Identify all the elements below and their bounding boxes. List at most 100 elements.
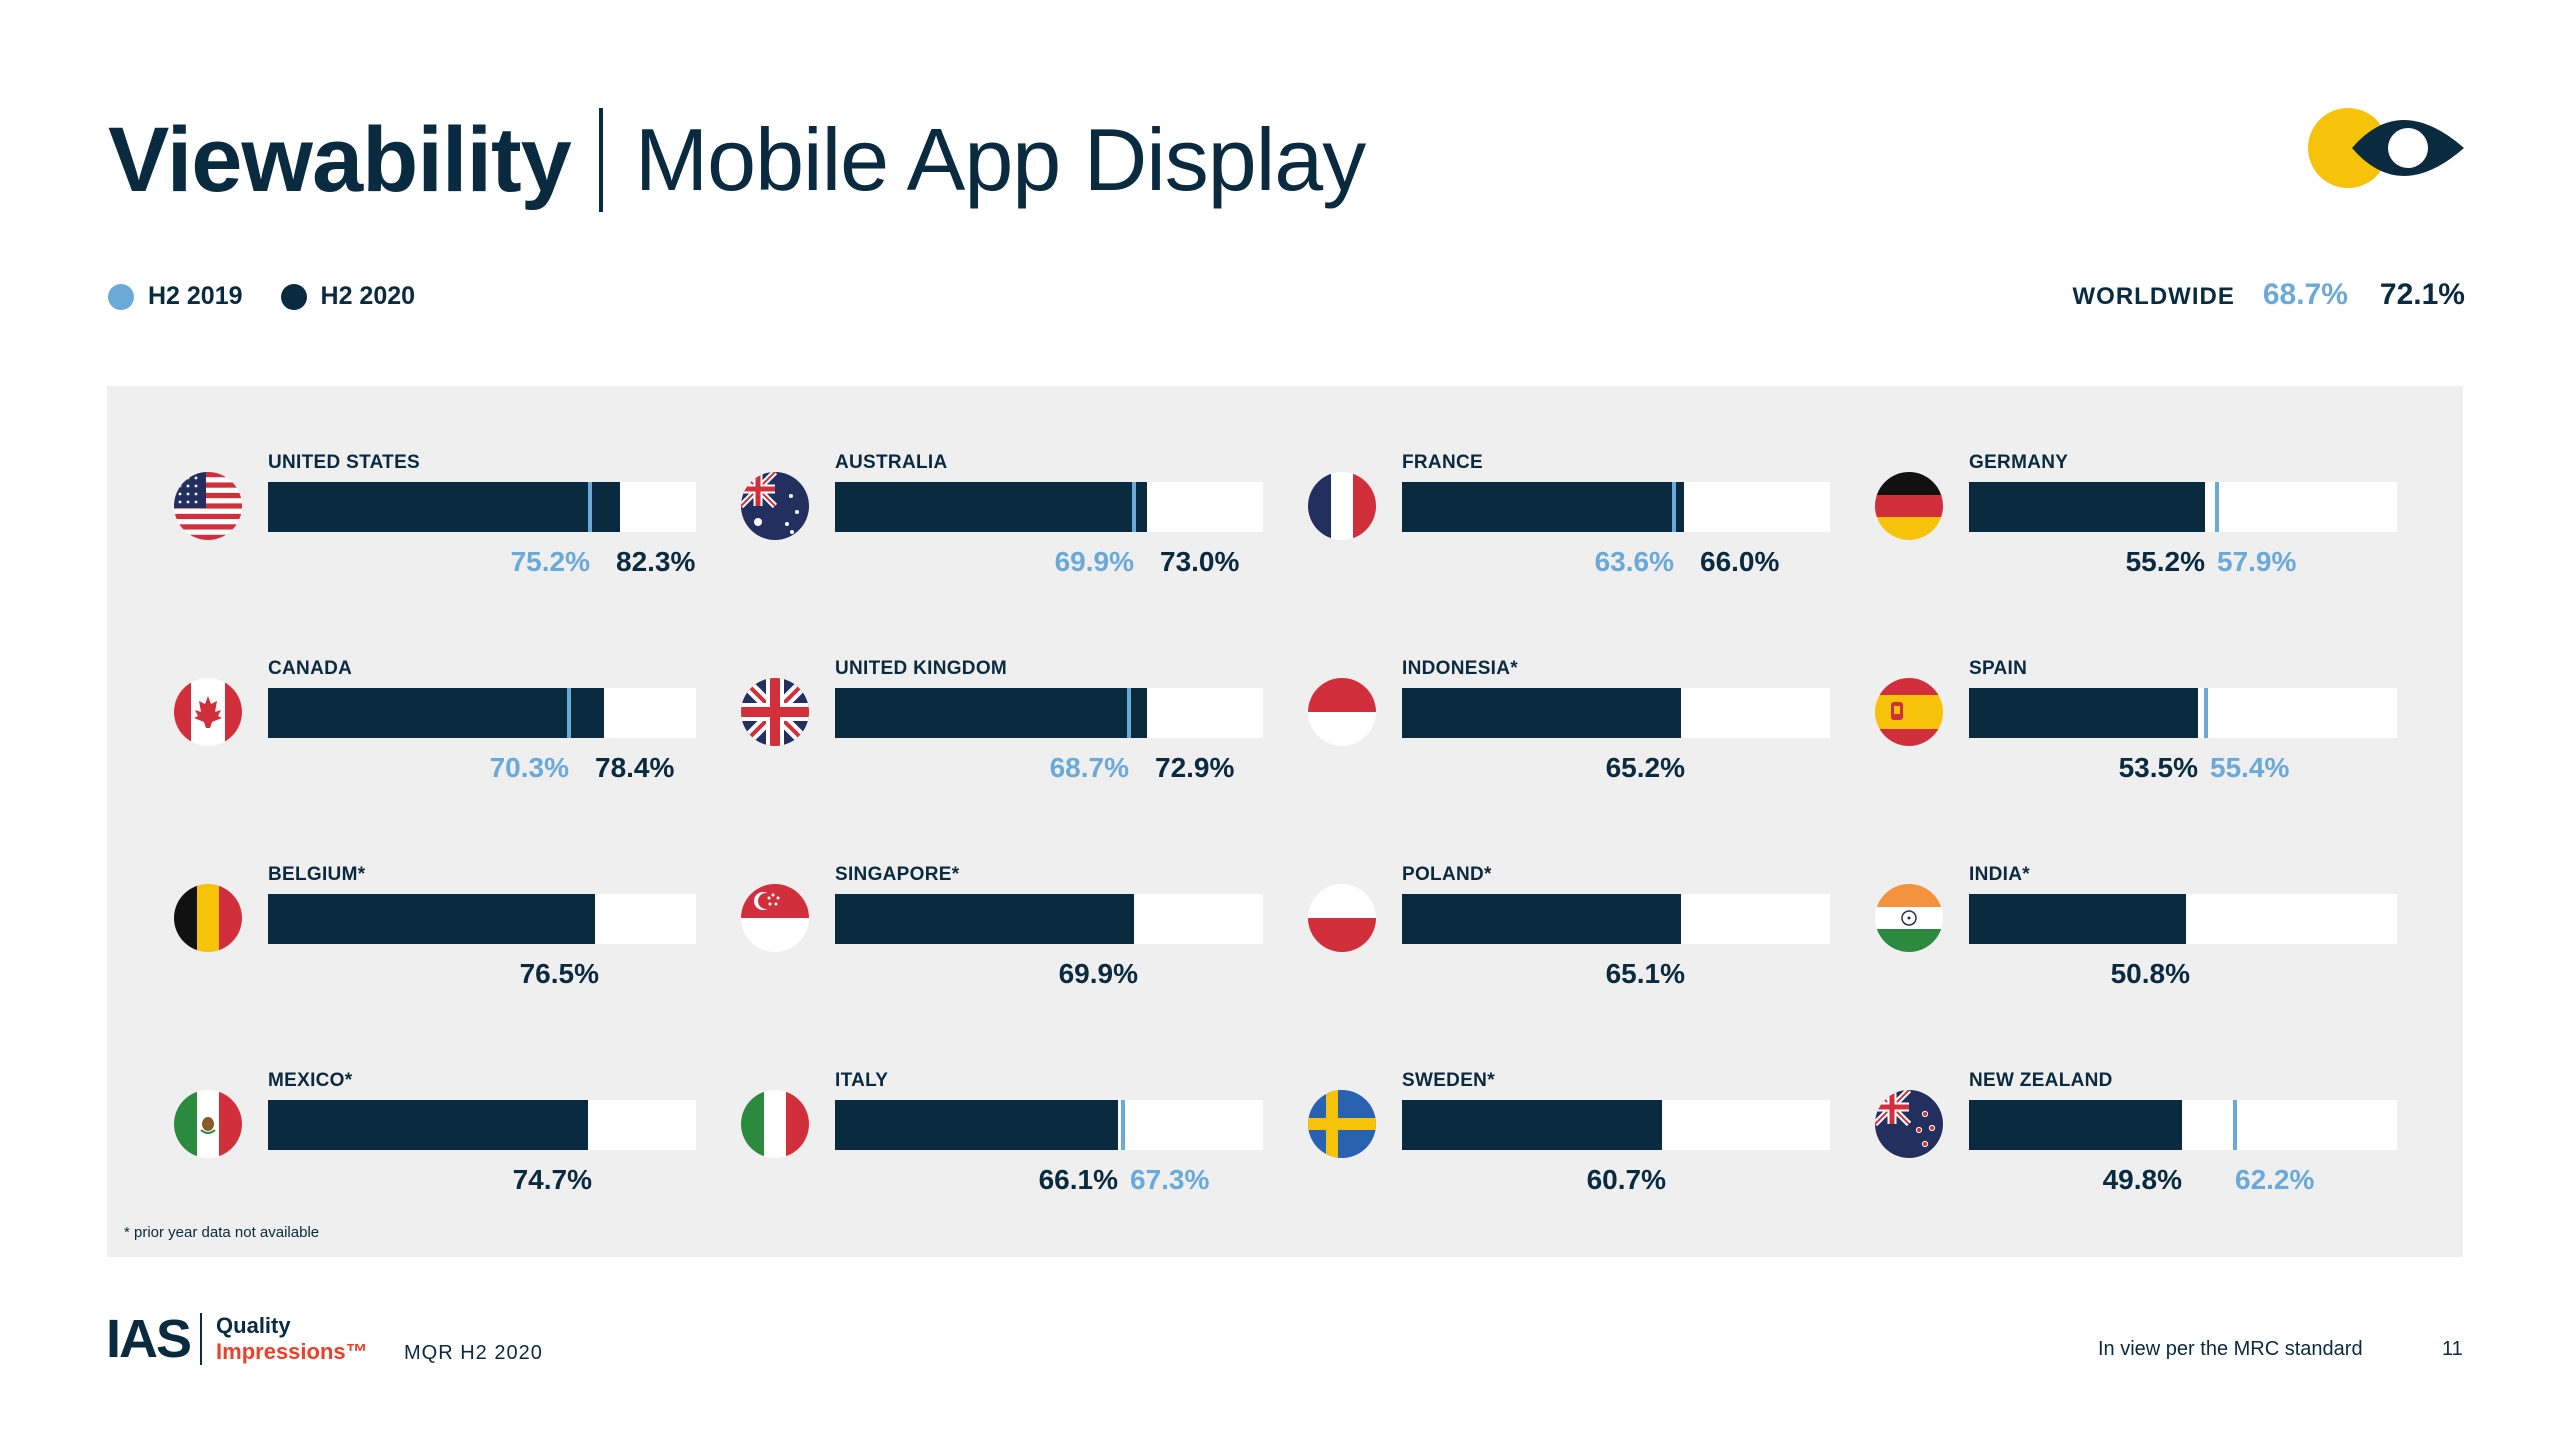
country-cell: MEXICO* 74.7% xyxy=(174,1004,740,1195)
h2-2020-bar xyxy=(1969,1100,2182,1150)
h2-2020-value-label: 66.0% xyxy=(1700,546,1780,577)
h2-2020-bar xyxy=(835,688,1147,738)
h2-2020-bar xyxy=(268,894,595,944)
legend-item-h2-2020: H2 2020 xyxy=(280,282,415,311)
bar-track xyxy=(1402,688,1830,738)
country-cell: SPAIN 55.4% 53.5% xyxy=(1875,592,2441,783)
belgium-flag-icon xyxy=(174,884,242,952)
h2-2019-value-label: 68.7% xyxy=(1049,752,1129,783)
country-cell: INDIA* 50.8% xyxy=(1875,798,2441,989)
legend-label: H2 2019 xyxy=(148,282,243,310)
singapore-flag-icon xyxy=(741,884,809,952)
h2-2019-value-label: 67.3% xyxy=(1130,1164,1210,1195)
country-name: SINGAPORE* xyxy=(835,864,960,885)
country-name: FRANCE xyxy=(1402,452,1483,473)
h2-2019-value-label: 70.3% xyxy=(489,752,569,783)
worldwide-h2-2019-value: 68.7% xyxy=(2262,278,2348,311)
country-name: INDONESIA* xyxy=(1402,658,1518,679)
h2-2019-value-label: 57.9% xyxy=(2217,546,2297,577)
ias-footer-logo: IAS Quality Impressions™ xyxy=(106,1308,368,1370)
country-name: NEW ZEALAND xyxy=(1969,1070,2113,1091)
h2-2020-value-label: 82.3% xyxy=(616,546,696,577)
new-zealand-flag-icon xyxy=(1875,1090,1943,1158)
h2-2019-marker xyxy=(567,688,571,738)
report-name: MQR H2 2020 xyxy=(404,1342,543,1364)
bar-track xyxy=(1969,894,2397,944)
legend: H2 2019 H2 2020 xyxy=(108,282,453,311)
country-cell: INDONESIA* 65.2% xyxy=(1308,592,1874,783)
bar-track xyxy=(268,482,696,532)
h2-2020-value-label: 73.0% xyxy=(1160,546,1240,577)
legend-dot-icon xyxy=(280,283,307,310)
bar-track xyxy=(1969,688,2397,738)
h2-2019-marker xyxy=(2215,482,2219,532)
worldwide-label: WORLDWIDE xyxy=(2072,283,2235,310)
h2-2020-value-label: 53.5% xyxy=(2118,752,2198,783)
h2-2019-marker xyxy=(1121,1100,1125,1150)
bar-track xyxy=(1969,1100,2397,1150)
h2-2020-bar xyxy=(268,1100,588,1150)
bar-track xyxy=(268,1100,696,1150)
country-cell: FRANCE 63.6% 66.0% xyxy=(1308,386,1874,577)
page-number: 11 xyxy=(2442,1338,2463,1360)
country-name: MEXICO* xyxy=(268,1070,353,1091)
bar-track xyxy=(835,482,1263,532)
h2-2019-marker xyxy=(1132,482,1136,532)
country-cell: POLAND* 65.1% xyxy=(1308,798,1874,989)
h2-2020-value-label: 72.9% xyxy=(1155,752,1235,783)
h2-2019-value-label: 62.2% xyxy=(2235,1164,2315,1195)
germany-flag-icon xyxy=(1875,472,1943,540)
h2-2020-value-label: 74.7% xyxy=(512,1164,592,1195)
h2-2019-marker xyxy=(2233,1100,2237,1150)
country-name: UNITED KINGDOM xyxy=(835,658,1008,679)
h2-2019-value-label: 63.6% xyxy=(1594,546,1674,577)
h2-2020-value-label: 49.8% xyxy=(2102,1164,2182,1195)
h2-2020-value-label: 50.8% xyxy=(2110,958,2190,989)
h2-2020-bar xyxy=(268,688,604,738)
h2-2020-bar xyxy=(835,894,1134,944)
country-cell: UNITED KINGDOM 68.7% 72.9% xyxy=(741,592,1307,783)
country-cell: ITALY 67.3% 66.1% xyxy=(741,1004,1307,1195)
ias-eye-logo-icon xyxy=(2308,108,2464,188)
h2-2020-bar xyxy=(1402,482,1684,532)
country-cell: BELGIUM* 76.5% xyxy=(174,798,740,989)
h2-2019-marker xyxy=(2204,688,2208,738)
chart-panel: * prior year data not available UNITED S… xyxy=(107,386,2463,1257)
quality-label: Quality xyxy=(216,1313,291,1338)
country-cell: UNITED STATES 75.2% 82.3% xyxy=(174,386,740,577)
h2-2020-bar xyxy=(1969,894,2186,944)
bar-track xyxy=(835,688,1263,738)
impressions-label: Impressions™ xyxy=(216,1339,368,1364)
h2-2020-value-label: 76.5% xyxy=(519,958,599,989)
country-cell: GERMANY 57.9% 55.2% xyxy=(1875,386,2441,577)
country-cell: SINGAPORE* 69.9% xyxy=(741,798,1307,989)
uk-flag-icon xyxy=(741,678,809,746)
bar-track xyxy=(268,894,696,944)
country-cell: SWEDEN* 60.7% xyxy=(1308,1004,1874,1195)
h2-2020-value-label: 55.2% xyxy=(2125,546,2205,577)
h2-2020-value-label: 78.4% xyxy=(595,752,675,783)
spain-flag-icon xyxy=(1875,678,1943,746)
country-name: GERMANY xyxy=(1969,452,2069,473)
footer-note: In view per the MRC standard xyxy=(2098,1338,2363,1360)
h2-2019-value-label: 69.9% xyxy=(1054,546,1134,577)
legend-item-h2-2019: H2 2019 xyxy=(108,282,243,311)
country-name: AUSTRALIA xyxy=(835,452,948,473)
legend-dot-icon xyxy=(108,283,134,310)
h2-2020-bar xyxy=(835,1100,1118,1150)
bar-track xyxy=(1402,482,1830,532)
italy-flag-icon xyxy=(741,1090,809,1158)
title-row: Viewability Mobile App Display xyxy=(108,100,1366,220)
h2-2020-bar xyxy=(1402,688,1681,738)
h2-2020-value-label: 65.1% xyxy=(1605,958,1685,989)
indonesia-flag-icon xyxy=(1308,678,1376,746)
h2-2019-marker xyxy=(1672,482,1676,532)
footer-logo-divider xyxy=(200,1313,203,1365)
country-name: CANADA xyxy=(268,658,353,679)
h2-2019-value-label: 55.4% xyxy=(2210,752,2290,783)
h2-2020-value-label: 65.2% xyxy=(1605,752,1685,783)
country-name: UNITED STATES xyxy=(268,452,421,473)
page-title: Viewability xyxy=(108,108,572,211)
bar-track xyxy=(1969,482,2397,532)
sweden-flag-icon xyxy=(1308,1090,1376,1158)
